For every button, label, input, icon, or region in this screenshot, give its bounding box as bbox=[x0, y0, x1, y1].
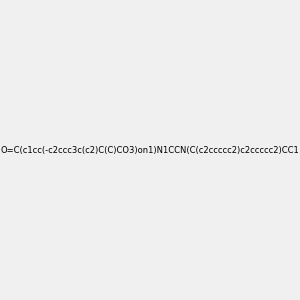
Text: O=C(c1cc(-c2ccc3c(c2)C(C)CO3)on1)N1CCN(C(c2ccccc2)c2ccccc2)CC1: O=C(c1cc(-c2ccc3c(c2)C(C)CO3)on1)N1CCN(C… bbox=[1, 146, 299, 154]
